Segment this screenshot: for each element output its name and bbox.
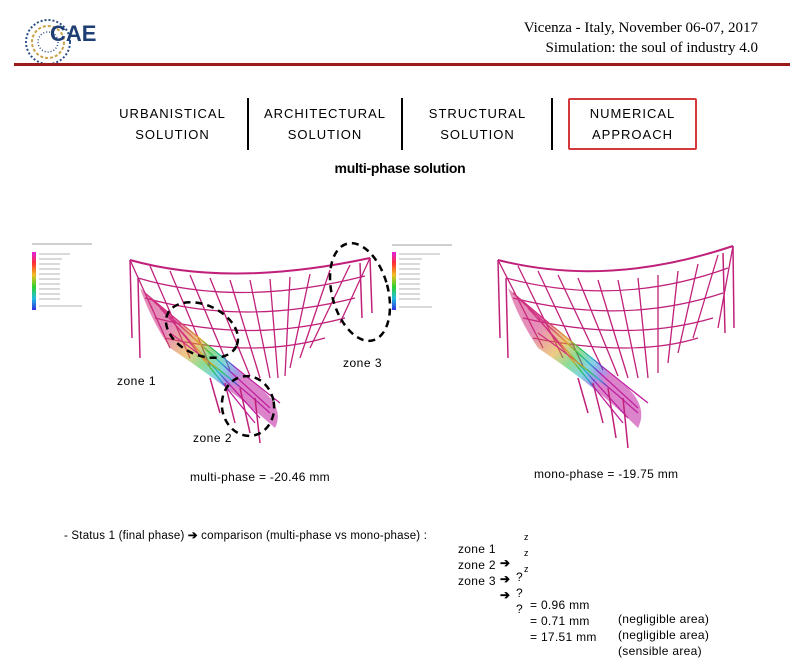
nav-separator (551, 98, 553, 150)
tab-label-line1: NUMERICAL (589, 106, 676, 121)
event-location-date: Vicenza - Italy, November 06-07, 2017 (523, 20, 758, 36)
zone-result-zone: zone 3 (458, 574, 496, 588)
zone-result-row: zone 3 ➔ ? z = 17.51 mm (sensible area) (458, 560, 788, 658)
event-subtitle: Simulation: the soul of industry 4.0 (545, 40, 759, 56)
zone-result-symbol: ? (516, 586, 523, 600)
zone-result-row: zone 1 ➔ ? z = 0.96 mm (negligible area) (458, 528, 788, 626)
tab-label-line2: SOLUTION (440, 127, 515, 142)
section-title: multi-phase solution (334, 160, 466, 176)
color-scale-legend-right (392, 244, 452, 310)
tab-numerical-active[interactable]: NUMERICAL APPROACH (568, 98, 697, 150)
zone3-label: zone 3 (343, 356, 383, 370)
tab-label-line1: STRUCTURAL (428, 106, 527, 121)
multi-phase-caption: multi-phase = -20.46 mm (190, 470, 330, 484)
fem-model-multi-phase (129, 241, 392, 444)
arrow-icon: ➔ (500, 588, 511, 602)
zone-result-value: = 17.51 mm (530, 630, 597, 644)
nav-separator (401, 98, 403, 150)
zone-result-symbol: ? (516, 602, 523, 616)
tab-label-line2: SOLUTION (135, 127, 210, 142)
zone-result-sub: z (524, 548, 529, 558)
zone-result-note: (negligible area) (618, 612, 710, 626)
tab-label-line1: URBANISTICAL (119, 106, 226, 121)
zone-result-row: zone 2 ➔ ? z = 0.71 mm (negligible area) (458, 544, 788, 642)
arrow-icon: ➔ (187, 530, 198, 542)
mono-phase-caption: mono-phase = -19.75 mm (534, 467, 679, 481)
color-scale-legend-left (32, 243, 92, 310)
zone-results-list: zone 1 ➔ ? z = 0.96 mm (negligible area)… (458, 528, 788, 658)
tab-label-line2: APPROACH (592, 127, 673, 142)
zone-result-note: (sensible area) (618, 644, 702, 658)
zone-result-note: (negligible area) (618, 628, 710, 642)
zone-result-value: = 0.96 mm (530, 598, 590, 612)
tab-label-line1: ARCHITECTURAL (263, 106, 387, 121)
nav-separator (247, 98, 249, 150)
zone-result-zone: zone 1 (458, 542, 496, 556)
zone1-label: zone 1 (117, 374, 157, 388)
logo-text: CAE (50, 21, 97, 46)
zone-result-sub: z (524, 564, 529, 574)
tab-structural[interactable]: STRUCTURAL SOLUTION (415, 98, 540, 150)
arrow-icon: ➔ (500, 556, 511, 570)
zone-result-value: = 0.71 mm (530, 614, 590, 628)
fem-model-mono-phase (497, 245, 735, 449)
zone-result-symbol: ? (516, 570, 523, 584)
status-suffix: comparison (multi-phase vs mono-phase) : (201, 530, 428, 542)
header-divider (14, 63, 790, 66)
tab-label-line2: SOLUTION (287, 127, 363, 142)
status-prefix: - Status 1 (final phase) (64, 530, 185, 542)
zone-result-sub: z (524, 532, 529, 542)
zone-result-zone: zone 2 (458, 558, 496, 572)
tab-architectural[interactable]: ARCHITECTURAL SOLUTION (260, 98, 390, 150)
cae-logo (25, 19, 71, 65)
tab-urbanistical[interactable]: URBANISTICAL SOLUTION (110, 98, 235, 150)
arrow-icon: ➔ (500, 572, 511, 586)
status-comparison-line: - Status 1 (final phase) ➔ comparison (m… (64, 528, 427, 542)
zone2-label: zone 2 (193, 431, 233, 445)
